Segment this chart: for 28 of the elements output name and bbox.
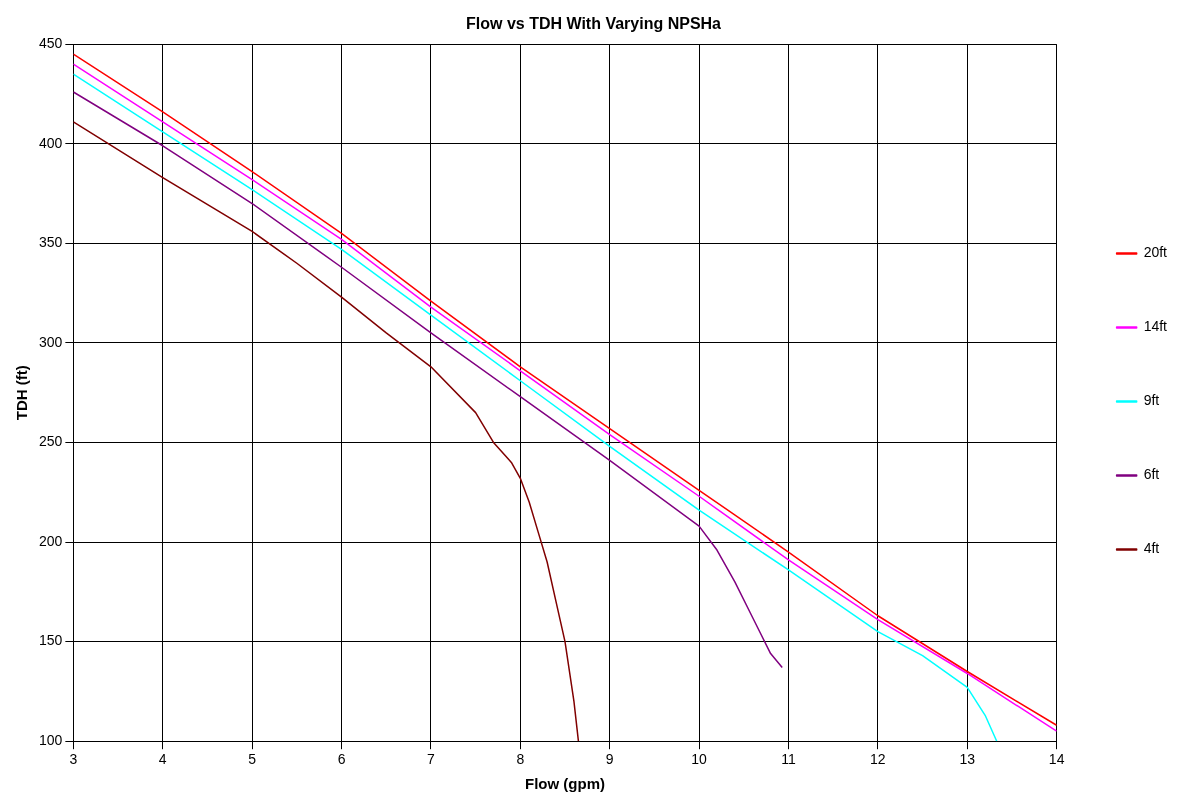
legend-label: 6ft xyxy=(1143,466,1160,483)
legend-label: 14ft xyxy=(1143,318,1168,335)
x-axis-title: Flow (gpm) xyxy=(525,775,605,793)
legend-label: 9ft xyxy=(1143,392,1160,409)
legend-label: 20ft xyxy=(1143,244,1168,261)
y-tick-label: 300 xyxy=(39,333,63,350)
legend-label: 4ft xyxy=(1143,540,1160,557)
x-tick-label: 12 xyxy=(870,751,886,768)
x-tick-label: 3 xyxy=(69,751,78,768)
x-tick-label: 10 xyxy=(691,751,708,768)
x-tick-label: 8 xyxy=(516,751,525,768)
x-tick-label: 13 xyxy=(959,751,976,768)
y-tick-label: 400 xyxy=(39,134,63,151)
x-tick-label: 14 xyxy=(1048,751,1065,768)
y-tick-label: 150 xyxy=(39,632,63,649)
y-tick-label: 200 xyxy=(39,532,63,549)
x-tick-label: 7 xyxy=(427,751,436,768)
y-axis-title: TDH (ft) xyxy=(13,365,31,421)
y-tick-label: 350 xyxy=(39,234,63,251)
x-tick-label: 6 xyxy=(337,751,346,768)
x-tick-label: 5 xyxy=(248,751,257,768)
x-tick-label: 9 xyxy=(605,751,614,768)
x-tick-label: 4 xyxy=(158,751,167,768)
y-tick-label: 450 xyxy=(39,35,63,52)
x-tick-label: 11 xyxy=(781,751,796,768)
chart-title: Flow vs TDH With Varying NPSHa xyxy=(465,15,722,33)
y-tick-label: 100 xyxy=(39,732,63,749)
y-tick-label: 250 xyxy=(39,433,63,450)
